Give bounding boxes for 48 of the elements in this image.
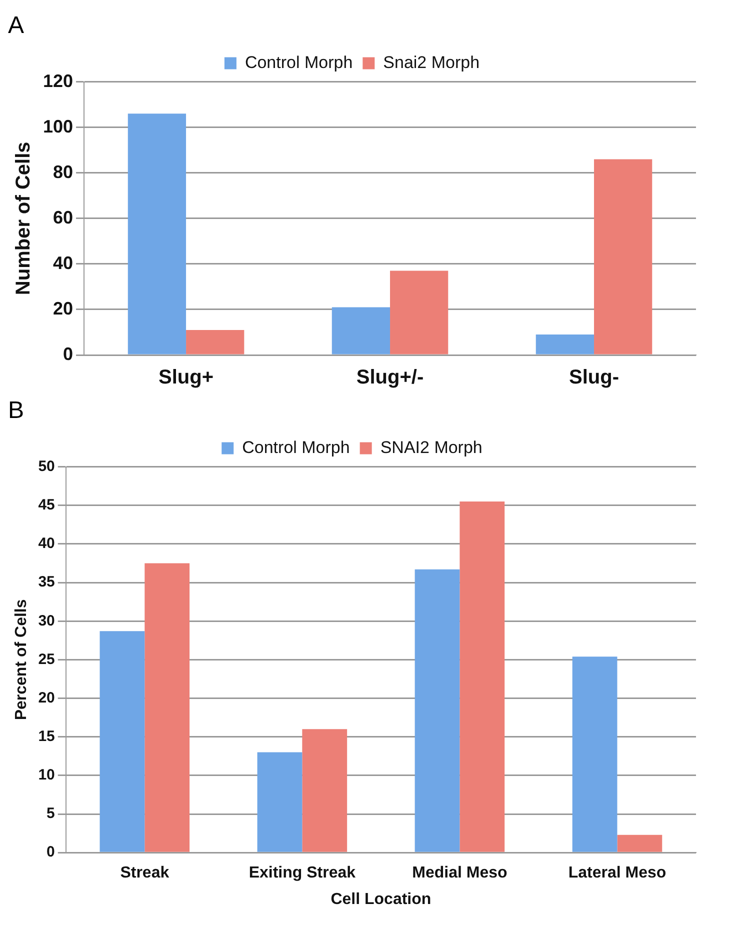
x-tick-label: Slug+/- xyxy=(356,366,424,389)
y-axis-title: Number of Cells xyxy=(12,142,35,296)
x-tick-label: Medial Meso xyxy=(412,864,508,882)
bar xyxy=(536,334,594,354)
x-tick-label: Lateral Meso xyxy=(568,864,666,882)
chart-title: B xyxy=(8,397,24,424)
legend-label: Snai2 Morph xyxy=(383,52,480,72)
y-axis-title: Percent of Cells xyxy=(13,599,30,720)
bar xyxy=(128,114,186,354)
y-tick-label: 45 xyxy=(38,496,55,514)
y-tick-label: 0 xyxy=(46,844,55,861)
bar xyxy=(100,631,145,852)
y-tick-label: 40 xyxy=(38,535,55,552)
bar xyxy=(144,563,190,852)
y-tick-label: 10 xyxy=(38,766,55,784)
bar xyxy=(572,656,618,852)
y-tick-label: 35 xyxy=(38,574,55,591)
y-tick-label: 0 xyxy=(63,344,74,364)
bar xyxy=(186,330,244,354)
bar xyxy=(257,752,302,852)
chart-title: A xyxy=(8,12,24,40)
bar xyxy=(332,307,390,354)
bar xyxy=(302,729,348,852)
y-tick-label: 80 xyxy=(53,162,74,182)
y-tick-label: 25 xyxy=(38,650,55,668)
x-tick-label: Exiting Streak xyxy=(248,864,356,882)
bar xyxy=(414,569,460,852)
y-tick-label: 120 xyxy=(42,70,74,91)
y-tick-label: 60 xyxy=(53,207,74,228)
y-tick-label: 5 xyxy=(46,805,55,822)
y-tick-label: 20 xyxy=(53,298,74,318)
bar xyxy=(617,834,662,852)
legend-label: SNAI2 Morph xyxy=(380,438,482,457)
bar xyxy=(390,270,448,354)
x-axis-title: Cell Location xyxy=(330,890,432,908)
bar xyxy=(594,159,652,354)
x-tick-label: Slug- xyxy=(569,366,620,389)
legend-label: Control Morph xyxy=(244,52,353,72)
x-tick-label: Streak xyxy=(120,864,170,882)
x-tick-label: Slug+ xyxy=(158,366,214,389)
y-tick-label: 20 xyxy=(38,689,55,706)
legend-label: Control Morph xyxy=(242,438,350,457)
y-tick-label: 30 xyxy=(38,612,55,630)
y-tick-label: 40 xyxy=(53,252,74,273)
y-tick-label: 15 xyxy=(38,728,55,745)
y-tick-label: 50 xyxy=(38,458,55,475)
bar xyxy=(460,502,505,852)
y-tick-label: 100 xyxy=(42,116,74,136)
